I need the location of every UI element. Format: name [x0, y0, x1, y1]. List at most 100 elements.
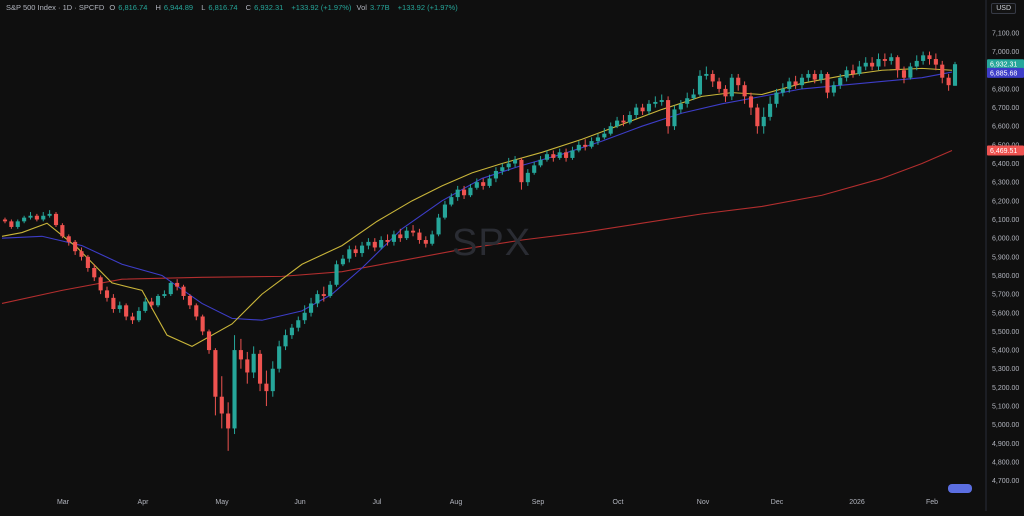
candle-body: [417, 232, 422, 241]
candle-body: [806, 73, 811, 78]
candle-body: [149, 301, 154, 306]
candle-body: [468, 187, 473, 196]
x-tick-label: May: [215, 499, 229, 506]
candle-body: [595, 137, 601, 142]
candle-body: [717, 81, 722, 89]
y-tick-label: 5,500.00: [992, 329, 1019, 336]
candle-body: [551, 154, 556, 158]
legend-symbol[interactable]: S&P 500 Index · 1D · SPCFD: [6, 3, 105, 12]
candle-body: [111, 297, 116, 310]
candle-body: [283, 335, 288, 347]
candle-body: [787, 81, 792, 89]
y-tick-label: 6,300.00: [992, 180, 1019, 187]
ma50-line: [1, 71, 953, 321]
candle-body: [812, 73, 817, 80]
candle-body: [723, 88, 728, 97]
candle-body: [168, 282, 173, 295]
x-tick-label: 2026: [849, 499, 865, 506]
candle-body: [621, 120, 626, 123]
x-tick-label: Jul: [373, 499, 382, 506]
candle-body: [825, 73, 830, 93]
candle-body: [940, 64, 945, 78]
candle-body: [366, 241, 371, 246]
candle-body: [60, 225, 65, 237]
candle-body: [194, 305, 199, 317]
candle-body: [748, 96, 754, 108]
legend-close-value: 6,932.31: [254, 3, 284, 12]
candle-body: [430, 234, 435, 244]
candle-body: [710, 73, 715, 82]
symbol-legend: S&P 500 Index · 1D · SPCFD O 6,816.74 H 6,…: [6, 3, 461, 12]
candle-body: [493, 170, 498, 179]
x-tick-label: Oct: [613, 499, 624, 506]
candle-body: [519, 159, 524, 183]
legend-vol-label: Vol: [356, 3, 367, 12]
legend-low: L 6,816.74: [201, 3, 240, 12]
y-tick-label: 4,900.00: [992, 441, 1019, 448]
candle-body: [9, 221, 14, 227]
candle-body: [799, 77, 805, 86]
candle-body: [85, 256, 90, 268]
y-tick-label: 6,200.00: [992, 198, 1019, 205]
currency-button[interactable]: USD: [991, 3, 1016, 14]
candle-body: [347, 249, 352, 259]
candle-body: [124, 305, 129, 317]
candle-body: [436, 217, 441, 235]
ma200-line: [1, 149, 953, 304]
legend-open-value: 6,816.74: [118, 3, 148, 12]
candle-body: [870, 62, 875, 67]
price-badge-label: 6,885.68: [990, 70, 1017, 77]
candle-body: [570, 150, 575, 158]
candle-body: [328, 284, 333, 296]
candle-body: [678, 103, 683, 110]
candle-body: [162, 294, 167, 296]
candle-body: [615, 120, 620, 127]
candle-body: [895, 57, 900, 71]
candle-body: [136, 310, 141, 321]
y-tick-label: 6,100.00: [992, 217, 1019, 224]
candle-body: [455, 189, 460, 198]
candle-body: [634, 107, 639, 116]
legend-high-label: H: [155, 3, 161, 12]
candle-body: [921, 55, 926, 61]
candle-body: [2, 219, 8, 222]
candle-body: [372, 241, 377, 248]
y-tick-label: 5,700.00: [992, 292, 1019, 299]
events-flag-icon[interactable]: [948, 484, 972, 493]
candle-body: [513, 159, 518, 164]
candle-body: [857, 66, 862, 74]
candle-body: [34, 215, 39, 220]
candle-body: [251, 353, 256, 373]
legend-change: +133.92 (+1.97%): [291, 3, 352, 12]
candle-body: [410, 230, 416, 233]
legend-open-label: O: [109, 3, 116, 12]
symbol-watermark: SPX: [452, 222, 532, 264]
price-badge: [987, 67, 1024, 78]
y-tick-label: 5,200.00: [992, 385, 1019, 392]
y-tick-label: 5,600.00: [992, 310, 1019, 317]
candle-body: [780, 88, 785, 93]
candle-body: [736, 77, 741, 86]
candle-body: [302, 312, 307, 321]
candle-body: [685, 98, 690, 104]
candle-body: [257, 353, 263, 384]
candle-body: [646, 103, 652, 112]
y-tick-label: 4,700.00: [992, 478, 1019, 485]
candle-body: [602, 133, 607, 138]
candle-body: [308, 303, 314, 313]
candle-body: [908, 66, 913, 78]
y-tick-label: 5,400.00: [992, 348, 1019, 355]
y-tick-label: 5,900.00: [992, 254, 1019, 261]
legend-volume: Vol 3.77B: [357, 3, 393, 12]
candle-body: [850, 70, 856, 74]
legend-low-value: 6,816.74: [208, 3, 238, 12]
candle-body: [143, 301, 148, 311]
candle-body: [449, 197, 454, 205]
candle-body: [506, 163, 511, 168]
candle-body: [321, 294, 326, 296]
y-tick-label: 6,800.00: [992, 86, 1019, 93]
candle-body: [41, 215, 46, 220]
price-badge: [987, 145, 1024, 156]
